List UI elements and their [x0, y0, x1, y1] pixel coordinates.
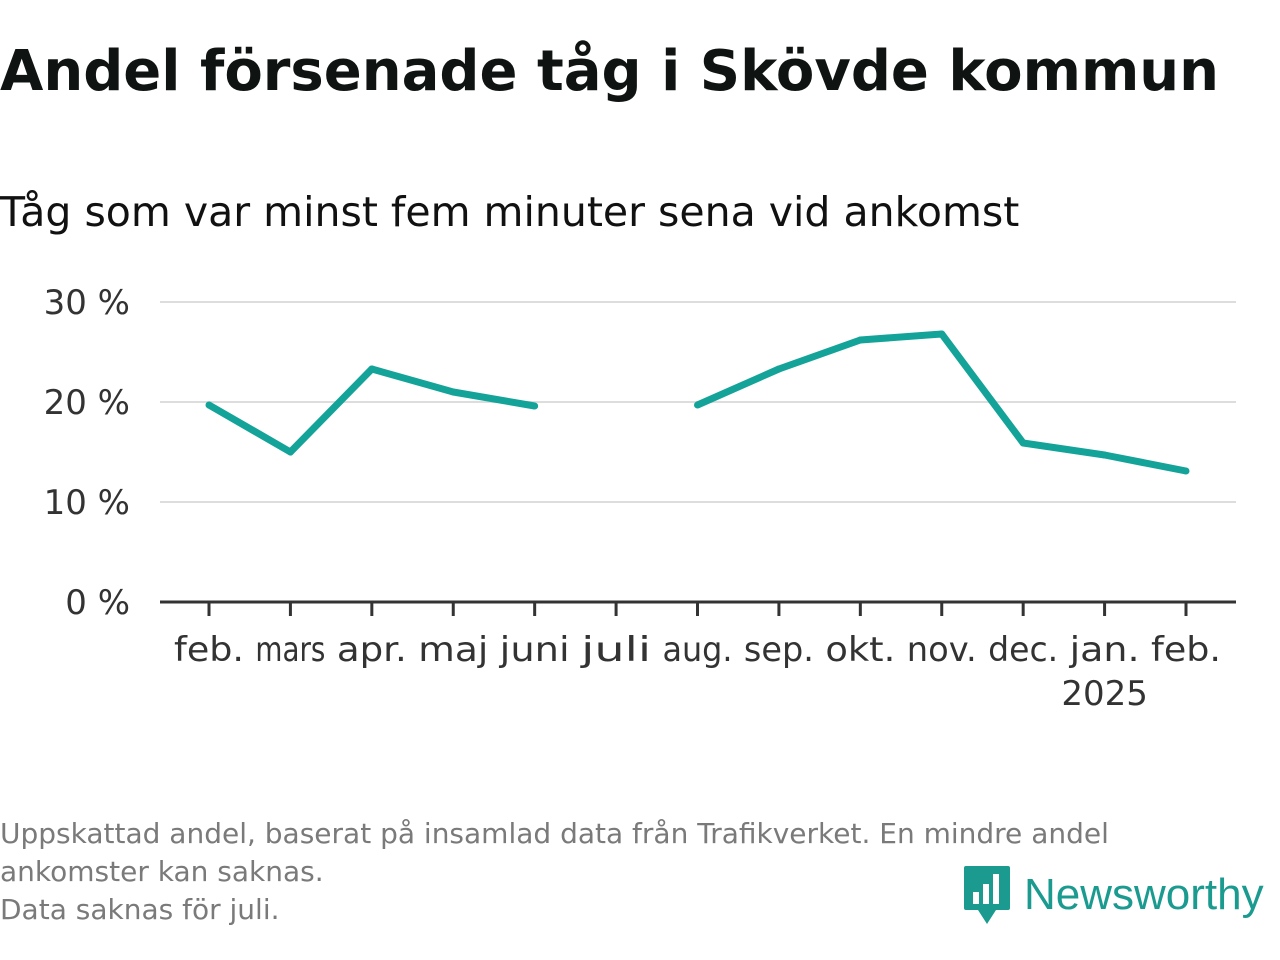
footer-note-line-2: ankomster kan saknas.: [0, 855, 324, 888]
data-point: [449, 388, 457, 396]
x-tick-label: apr.: [337, 630, 407, 670]
x-tick-label: aug.: [663, 630, 733, 670]
x-tick-label: feb.: [174, 630, 244, 670]
data-point: [856, 336, 864, 344]
x-tick-sublabel: 2025: [1061, 674, 1148, 714]
bar-chart-speech-icon: [964, 866, 1010, 924]
y-tick-label: 10 %: [44, 483, 130, 523]
footer-note-line-3: Data saknas för juli.: [0, 893, 280, 926]
x-tick-label: dec.: [988, 630, 1058, 670]
data-point: [286, 448, 294, 456]
x-tick-label: sep.: [744, 630, 814, 670]
data-point: [205, 401, 213, 409]
data-point: [1019, 439, 1027, 447]
x-tick-label: juni: [499, 630, 570, 670]
newsworthy-logo: Newsworthy: [962, 864, 1264, 926]
data-point: [694, 401, 701, 409]
x-tick-label: juli: [580, 630, 651, 670]
data-point: [531, 402, 539, 410]
footer-notes: Uppskattad andel, baserat på insamlad da…: [0, 815, 1270, 929]
logo-text: Newsworthy: [1024, 870, 1264, 919]
y-tick-label: 0 %: [65, 583, 130, 623]
series-layer: [205, 330, 1190, 475]
chart-subtitle: Tåg som var minst fem minuter sena vid a…: [0, 188, 1020, 236]
x-tick-label: feb.: [1151, 630, 1221, 670]
data-point: [368, 365, 376, 373]
x-tick-label: nov.: [907, 630, 977, 670]
chart-title: Andel försenade tåg i Skövde kommun: [0, 39, 1220, 104]
data-point: [938, 330, 946, 338]
x-tick-label: jan.: [1068, 630, 1139, 670]
x-tick-label: okt.: [825, 630, 895, 670]
x-tick-label: maj: [418, 630, 488, 670]
data-point: [1101, 451, 1109, 459]
footer-note-line-1: Uppskattad andel, baserat på insamlad da…: [0, 817, 1109, 850]
y-axis-tick-labels: 0 % 10 % 20 % 30 %: [44, 283, 130, 623]
data-point: [775, 365, 783, 373]
y-tick-label: 30 %: [44, 283, 130, 323]
x-tick-label: mars: [255, 630, 325, 670]
data-point: [1182, 467, 1190, 475]
x-axis-ticks: feb. mars apr. maj juni juli aug. sep. okt. nov. d…: [174, 602, 1221, 714]
y-tick-label: 20 %: [44, 383, 130, 423]
series-line: [207, 365, 536, 456]
